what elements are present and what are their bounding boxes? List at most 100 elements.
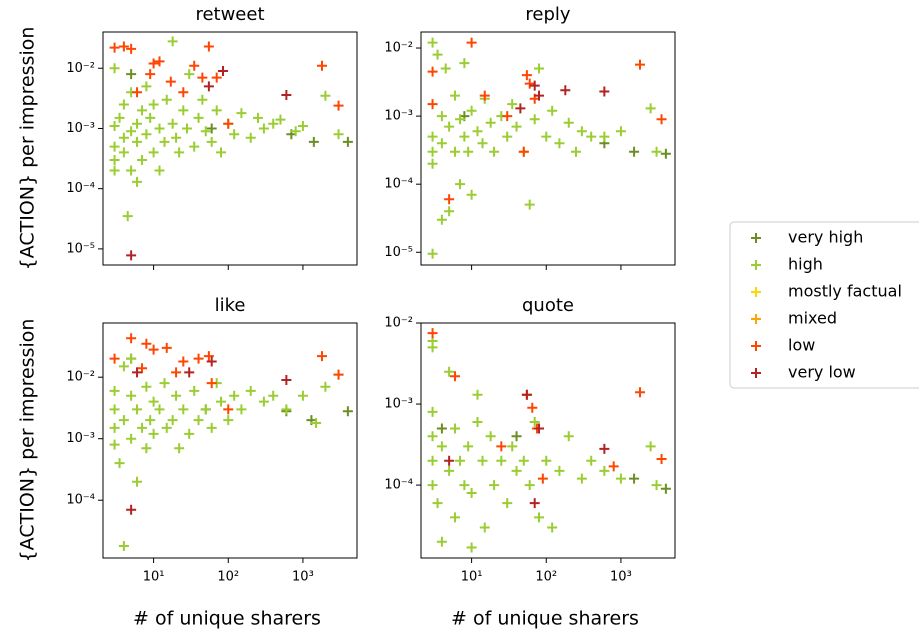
point — [161, 422, 172, 433]
panel-title: reply — [525, 4, 571, 25]
point — [126, 250, 137, 261]
point — [167, 415, 178, 426]
point — [114, 112, 125, 123]
point — [174, 443, 185, 454]
point — [245, 385, 256, 396]
point — [126, 390, 137, 401]
point — [629, 146, 640, 157]
point — [311, 417, 322, 428]
point — [109, 165, 120, 176]
y-tick-label: 10⁻⁴ — [66, 181, 95, 196]
point — [126, 333, 137, 344]
point — [527, 402, 538, 413]
point — [660, 483, 671, 494]
point — [477, 138, 488, 149]
y-tick-label: 10⁻³ — [66, 121, 95, 136]
point — [432, 498, 443, 509]
point — [167, 118, 178, 129]
point — [436, 214, 447, 225]
point — [444, 366, 455, 377]
point — [109, 422, 120, 433]
point — [450, 512, 461, 523]
point — [132, 367, 143, 378]
plot-area — [427, 37, 671, 259]
point — [126, 433, 137, 444]
point — [189, 385, 200, 396]
point — [479, 522, 490, 533]
point — [563, 117, 574, 128]
legend-marker — [751, 233, 761, 243]
point — [206, 356, 217, 367]
point — [576, 473, 587, 484]
point — [547, 105, 558, 116]
point — [599, 465, 610, 476]
point — [534, 90, 545, 101]
point — [203, 351, 214, 362]
point — [141, 129, 152, 140]
point — [197, 72, 208, 83]
point — [229, 129, 240, 140]
point — [206, 378, 217, 389]
point — [223, 404, 234, 415]
legend-marker — [751, 260, 761, 270]
point — [570, 146, 581, 157]
y-axis-label: {ACTION} per impression — [17, 27, 39, 271]
point — [268, 390, 279, 401]
point — [427, 99, 438, 110]
point — [427, 131, 438, 142]
point — [109, 353, 120, 364]
point — [599, 443, 610, 454]
point — [223, 118, 234, 129]
point — [342, 136, 353, 147]
panel-title: quote — [522, 295, 574, 316]
x-tick-label: 10¹ — [143, 570, 165, 585]
plot-frame — [102, 31, 358, 266]
point — [444, 455, 455, 466]
point — [450, 90, 461, 101]
y-tick-label: 10⁻³ — [384, 397, 413, 412]
point — [132, 118, 143, 129]
point — [477, 455, 488, 466]
point — [660, 148, 671, 159]
point — [608, 461, 619, 472]
point — [599, 131, 610, 142]
y-tick-label: 10⁻³ — [384, 109, 413, 124]
point — [427, 248, 438, 259]
point — [427, 158, 438, 169]
point — [258, 123, 269, 134]
point — [466, 487, 477, 498]
point — [268, 118, 279, 129]
point — [427, 66, 438, 77]
point — [178, 404, 189, 415]
point — [109, 63, 120, 74]
point — [463, 146, 474, 157]
point — [132, 176, 143, 187]
point — [184, 69, 195, 80]
point — [521, 70, 532, 81]
legend-label: low — [788, 336, 815, 355]
point — [489, 480, 500, 491]
point — [126, 165, 137, 176]
point — [154, 404, 165, 415]
point — [178, 356, 189, 367]
point — [444, 121, 455, 132]
point — [507, 441, 518, 452]
point — [427, 328, 438, 339]
point — [485, 431, 496, 442]
point — [137, 422, 148, 433]
point — [502, 131, 513, 142]
point — [161, 342, 172, 353]
x-tick-label: 10³ — [292, 570, 314, 585]
y-tick-label: 10⁻³ — [66, 431, 95, 446]
panel-title: retweet — [195, 4, 264, 25]
point — [118, 99, 129, 110]
point — [154, 123, 165, 134]
point — [463, 441, 474, 452]
point — [200, 404, 211, 415]
point — [281, 89, 292, 100]
point — [184, 367, 195, 378]
point — [118, 41, 129, 52]
point — [145, 415, 156, 426]
point — [297, 120, 308, 131]
point — [167, 36, 178, 47]
